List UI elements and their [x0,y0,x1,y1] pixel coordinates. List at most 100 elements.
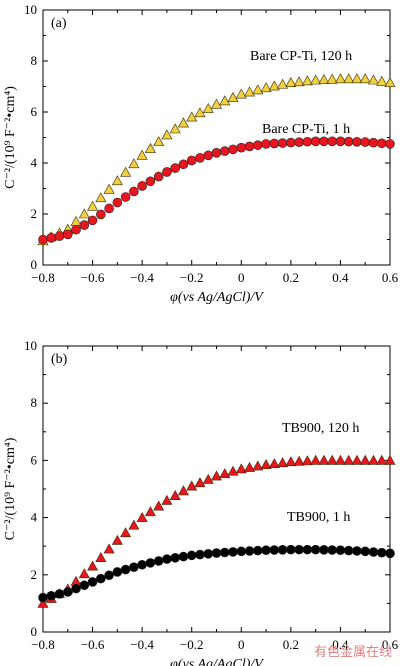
x-tick-label: −0.2 [180,637,204,652]
data-point [161,129,173,140]
data-point [186,155,197,166]
data-point [310,454,322,465]
data-point [79,220,90,230]
data-point [261,545,271,556]
data-point [236,546,247,557]
data-point [318,74,330,84]
data-point [219,468,231,479]
data-point [352,546,362,556]
data-point [219,95,231,106]
data-point [95,192,107,203]
data-point [178,551,189,562]
data-point [277,138,288,148]
x-tick-label: 0.2 [283,637,299,652]
data-point [359,73,371,84]
data-point [277,78,289,89]
data-point [343,454,355,465]
data-point [269,545,280,555]
data-point [319,545,329,555]
data-point [210,470,223,481]
data-point [177,117,189,128]
data-point [277,545,288,555]
data-point [244,86,256,97]
data-point [385,548,395,559]
data-point [111,175,123,186]
data-point [335,136,346,147]
data-point [71,224,81,235]
data-point [268,458,280,469]
data-point [352,137,362,147]
data-point [87,215,98,226]
data-point [253,140,263,150]
panel-tag: (b) [51,352,68,367]
data-point [153,136,165,147]
data-point [228,547,238,557]
data-point [244,461,256,472]
series-1: Bare CP-Ti, 1 h [38,122,395,245]
x-tick-label: 0.2 [283,270,299,285]
data-point [343,73,355,84]
data-point [334,73,346,84]
data-point [235,88,247,99]
data-point [367,74,379,85]
data-point [310,74,322,85]
data-point [195,549,205,560]
data-point [285,456,297,467]
plot-frame [42,345,391,633]
data-point [376,454,388,465]
data-point [46,233,57,243]
data-point [368,137,379,148]
x-tick-label: 0 [238,270,245,285]
data-point [96,573,106,584]
data-point [46,590,57,601]
x-tick-label: −0.8 [31,637,55,652]
data-point [351,454,363,465]
y-axis-title: C⁻²/(10⁹ F⁻²•cm⁴) [3,86,18,189]
data-point [137,559,147,570]
y-tick-label: 4 [31,510,38,525]
data-point [186,111,198,122]
data-point [269,138,280,149]
data-point [54,231,65,241]
y-tick-label: 8 [31,395,38,410]
data-point [170,163,180,173]
data-point [385,139,395,149]
data-point [169,123,181,134]
data-point [169,490,181,500]
data-point [302,136,313,147]
data-point [37,597,49,608]
y-tick-label: 4 [31,155,38,170]
data-point [177,485,189,496]
data-point [144,142,156,153]
y-tick-label: 0 [31,257,38,272]
data-point [260,459,272,469]
y-tick-label: 2 [31,567,38,582]
data-point [335,545,346,556]
series-1: TB900, 1 h [38,510,395,603]
x-tick-label: −0.6 [81,637,105,652]
data-point [210,98,223,109]
data-point [145,176,156,187]
series-label: Bare CP-Ti, 120 h [250,49,352,64]
data-point [120,564,131,575]
data-point [144,506,156,517]
y-tick-label: 8 [31,53,38,68]
data-point [128,519,140,530]
data-point [96,209,106,220]
data-point [376,75,388,86]
data-point [260,82,272,93]
data-point [319,136,329,147]
data-point [367,454,379,465]
data-point [343,136,354,147]
data-point [136,511,148,522]
data-point [219,146,230,156]
data-point [78,208,90,219]
data-point [112,567,123,577]
y-tick-label: 10 [24,2,37,17]
data-point [252,460,264,471]
data-point [128,158,140,169]
data-point [293,455,305,466]
data-point [219,547,230,558]
data-point [153,171,164,182]
data-point [153,556,164,566]
